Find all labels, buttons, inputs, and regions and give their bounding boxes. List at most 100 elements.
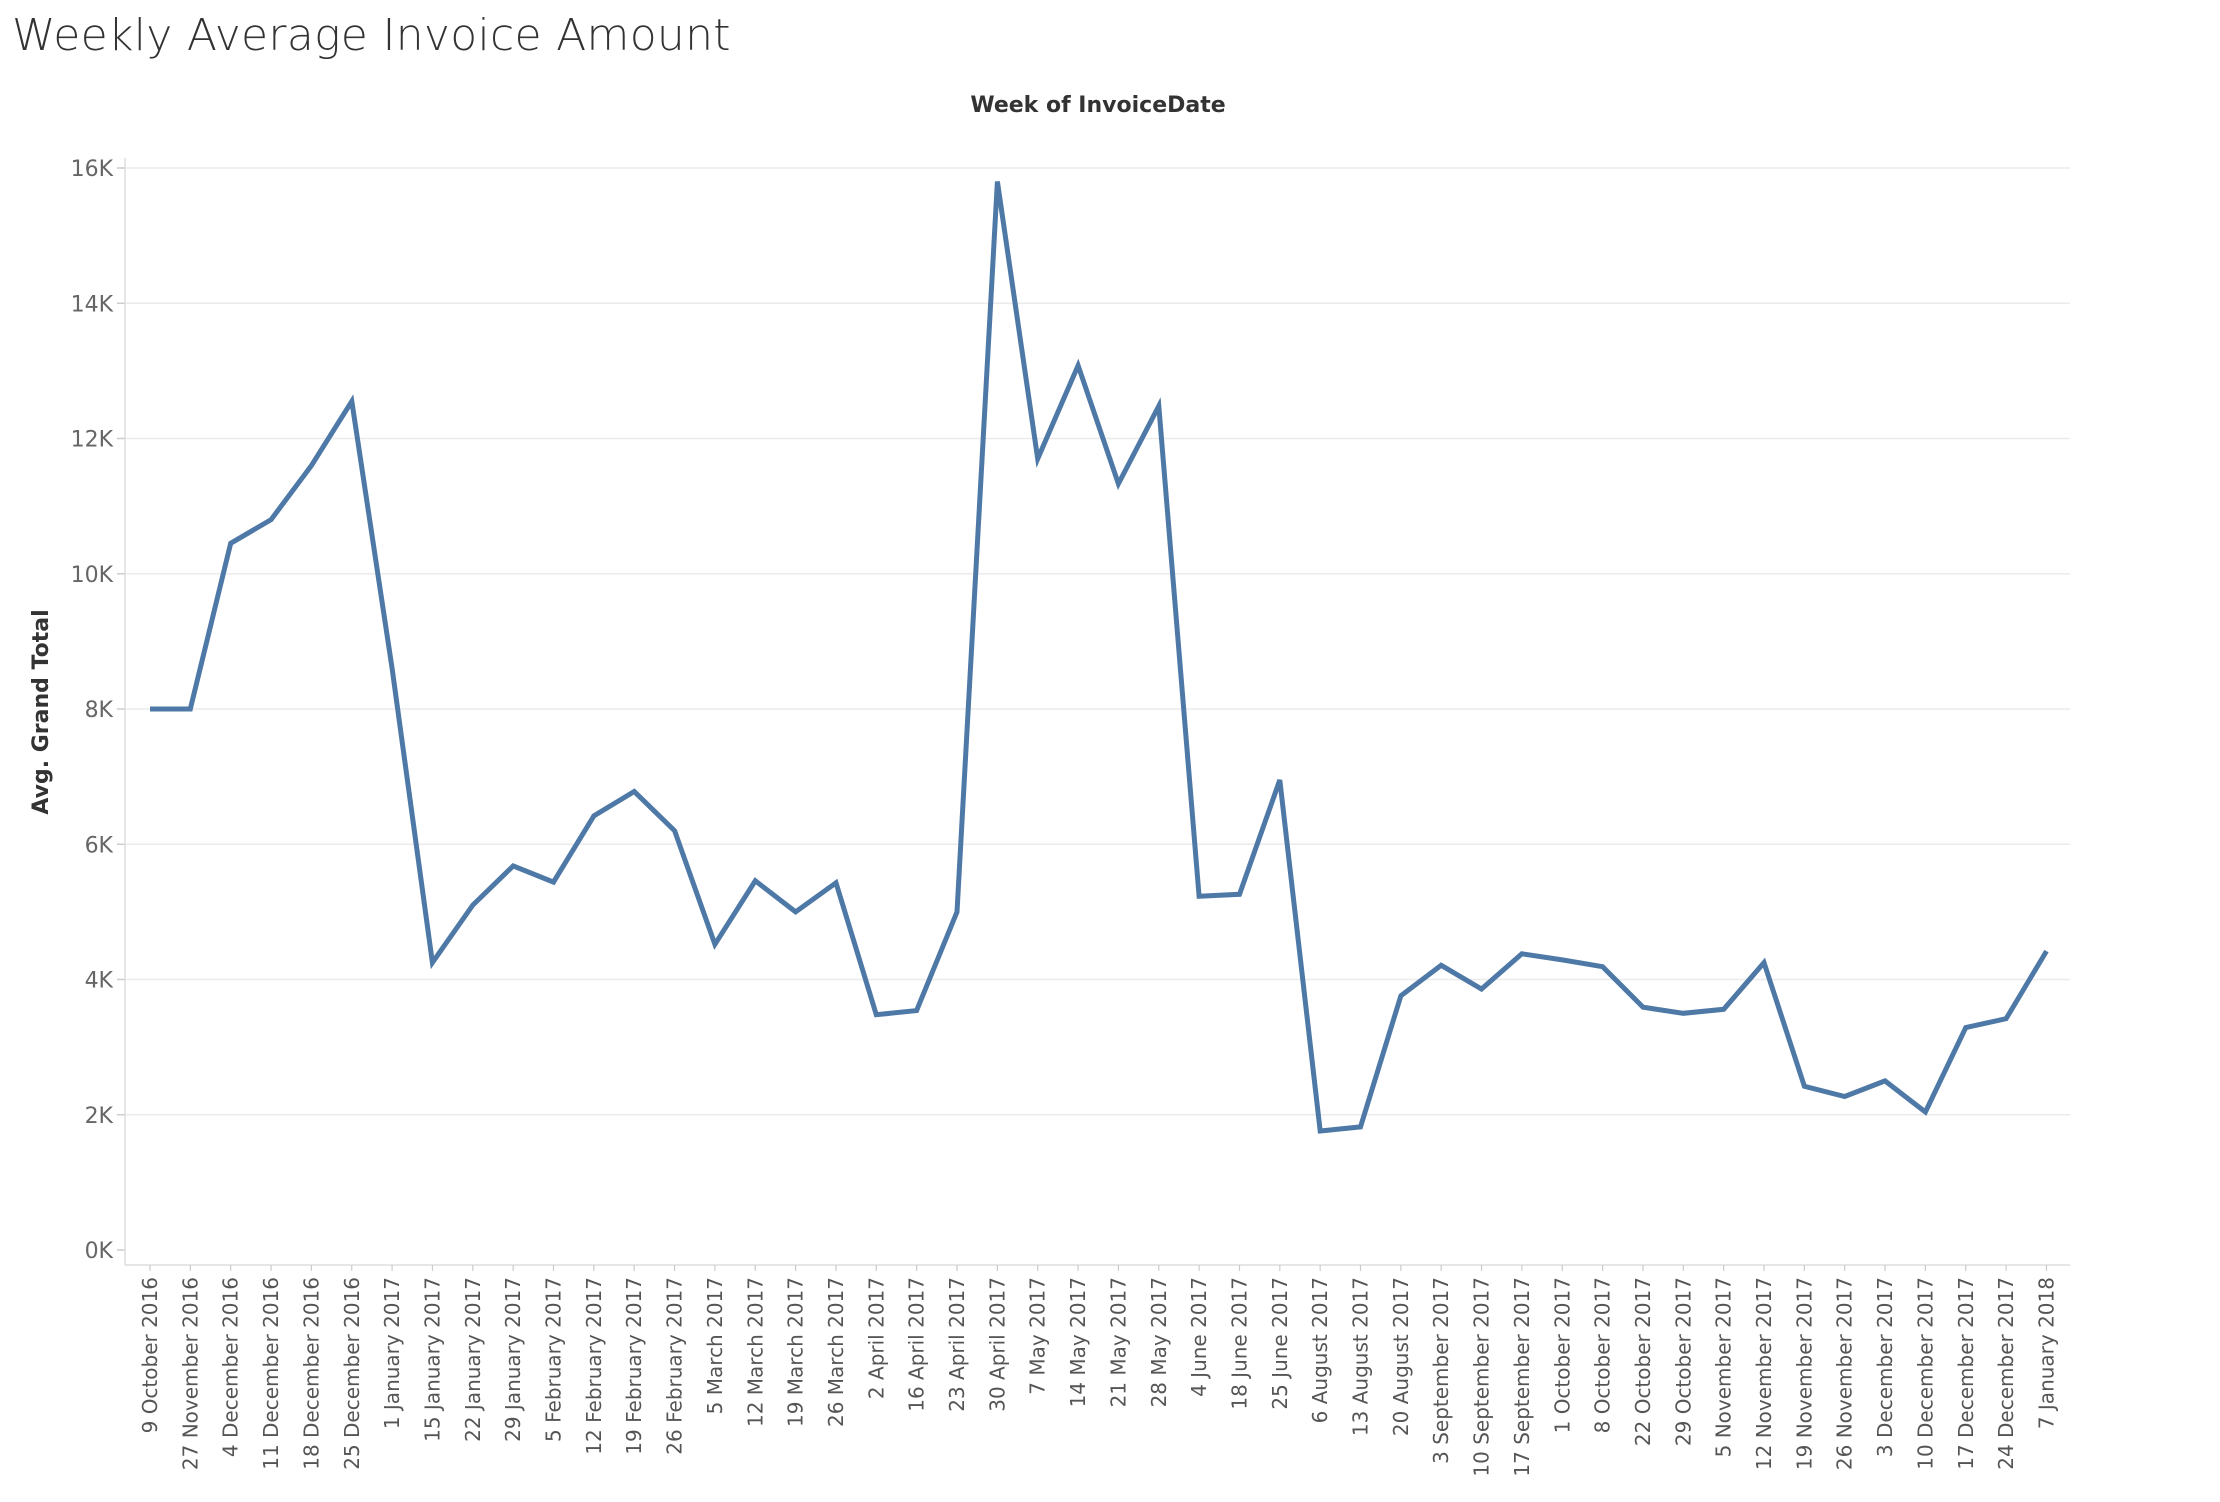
x-tick-label: 1 October 2017 [1550,1277,1574,1433]
data-point[interactable] [1842,1094,1847,1099]
y-tick-label: 16K [71,157,114,182]
y-axis-title: Avg. Grand Total [29,609,54,814]
x-tick-label: 8 October 2017 [1591,1277,1615,1433]
data-point[interactable] [1923,1110,1928,1115]
data-point[interactable] [632,789,637,794]
x-tick-label: 4 December 2016 [219,1277,243,1457]
x-tick-label: 20 August 2017 [1389,1277,1413,1436]
data-point[interactable] [390,666,395,671]
data-point[interactable] [551,880,556,885]
data-point[interactable] [269,517,274,522]
data-point[interactable] [1519,951,1524,956]
y-tick-label: 0K [85,1239,114,1264]
x-tick-label: 17 September 2017 [1510,1277,1534,1477]
x-tick-label: 1 January 2017 [380,1277,404,1429]
data-point[interactable] [430,960,435,965]
data-point[interactable] [1600,964,1605,969]
y-axis-ticks: 0K 2K 4K 6K 8K 10K 12K 14K 16K [71,157,114,1264]
y-tick-label: 8K [85,698,114,723]
data-point[interactable] [1398,993,1403,998]
x-tick-label: 9 October 2016 [138,1277,162,1433]
data-point[interactable] [1721,1007,1726,1012]
data-point[interactable] [712,942,717,947]
x-axis-title: Week of InvoiceDate [970,93,1225,118]
x-tick-label: 12 March 2017 [743,1277,767,1427]
series-line [150,181,2049,1134]
x-tick-label: 30 April 2017 [985,1277,1009,1412]
y-tick-label: 6K [85,833,114,858]
x-tick-label: 24 December 2017 [1994,1277,2018,1470]
x-tick-label: 21 May 2017 [1106,1277,1130,1407]
data-point[interactable] [793,909,798,914]
data-point[interactable] [833,880,838,885]
data-point[interactable] [2004,1016,2009,1021]
data-point[interactable] [753,878,758,883]
x-tick-label: 5 November 2017 [1712,1277,1736,1457]
data-point[interactable] [309,463,314,468]
data-point[interactable] [1116,481,1121,486]
data-point[interactable] [188,707,193,712]
data-point[interactable] [511,863,516,868]
x-tick-label: 3 September 2017 [1429,1277,1453,1464]
x-axis-ticks: 9 October 2016 27 November 2016 4 December… [138,1277,2058,1477]
data-point[interactable] [1963,1025,1968,1030]
data-point[interactable] [1640,1005,1645,1010]
data-point[interactable] [349,399,354,404]
series-layer [148,179,2049,1134]
chart-title: Weekly Average Invoice Amount [12,10,731,61]
data-point[interactable] [955,909,960,914]
data-point[interactable] [1156,404,1161,409]
data-point[interactable] [1439,963,1444,968]
x-tick-label: 27 November 2016 [178,1277,202,1470]
y-tick-label: 14K [71,292,114,317]
data-point[interactable] [228,541,233,546]
data-point[interactable] [914,1008,919,1013]
data-point[interactable] [1277,778,1282,783]
x-tick-label: 3 December 2017 [1873,1277,1897,1457]
x-tick-label: 17 December 2017 [1954,1277,1978,1470]
data-point[interactable] [1681,1011,1686,1016]
data-point[interactable] [874,1012,879,1017]
gridlines [125,167,2070,1116]
data-point[interactable] [995,179,1000,184]
x-tick-label: 26 March 2017 [824,1277,848,1427]
data-point[interactable] [1560,957,1565,962]
data-point[interactable] [148,707,153,712]
x-tick-label: 12 November 2017 [1752,1277,1776,1470]
x-tick-label: 6 August 2017 [1308,1277,1332,1423]
x-tick-label: 16 April 2017 [905,1277,929,1412]
x-tick-label: 25 December 2016 [340,1277,364,1470]
x-tick-label: 14 May 2017 [1066,1277,1090,1407]
x-tick-label: 22 October 2017 [1631,1277,1655,1446]
x-tick-label: 7 May 2017 [1026,1277,1050,1395]
x-tick-label: 26 February 2017 [663,1277,687,1455]
data-point[interactable] [1035,456,1040,461]
data-point[interactable] [1883,1078,1888,1083]
x-tick-label: 2 April 2017 [864,1277,888,1399]
x-tick-label: 11 December 2016 [259,1277,283,1470]
data-point[interactable] [1762,960,1767,965]
x-tick-label: 26 November 2017 [1833,1277,1857,1470]
data-point[interactable] [1318,1128,1323,1133]
data-point[interactable] [1358,1124,1363,1129]
y-tick-label: 2K [85,1104,114,1129]
x-tick-label: 13 August 2017 [1349,1277,1373,1436]
x-tick-label: 12 February 2017 [582,1277,606,1455]
data-point[interactable] [2044,949,2049,954]
x-tick-label: 19 February 2017 [622,1277,646,1455]
x-tick-label: 5 February 2017 [542,1277,566,1442]
data-point[interactable] [470,903,475,908]
x-tick-label: 5 March 2017 [703,1277,727,1414]
data-point[interactable] [1197,894,1202,899]
data-point[interactable] [1237,892,1242,897]
y-tick-label: 10K [71,563,114,588]
x-tick-label: 10 December 2017 [1913,1277,1937,1470]
data-point[interactable] [672,828,677,833]
data-point[interactable] [1076,363,1081,368]
data-point[interactable] [591,813,596,818]
data-point[interactable] [1479,986,1484,991]
data-point[interactable] [1802,1084,1807,1089]
x-tick-label: 22 January 2017 [461,1277,485,1442]
y-tick-label: 12K [71,428,114,453]
